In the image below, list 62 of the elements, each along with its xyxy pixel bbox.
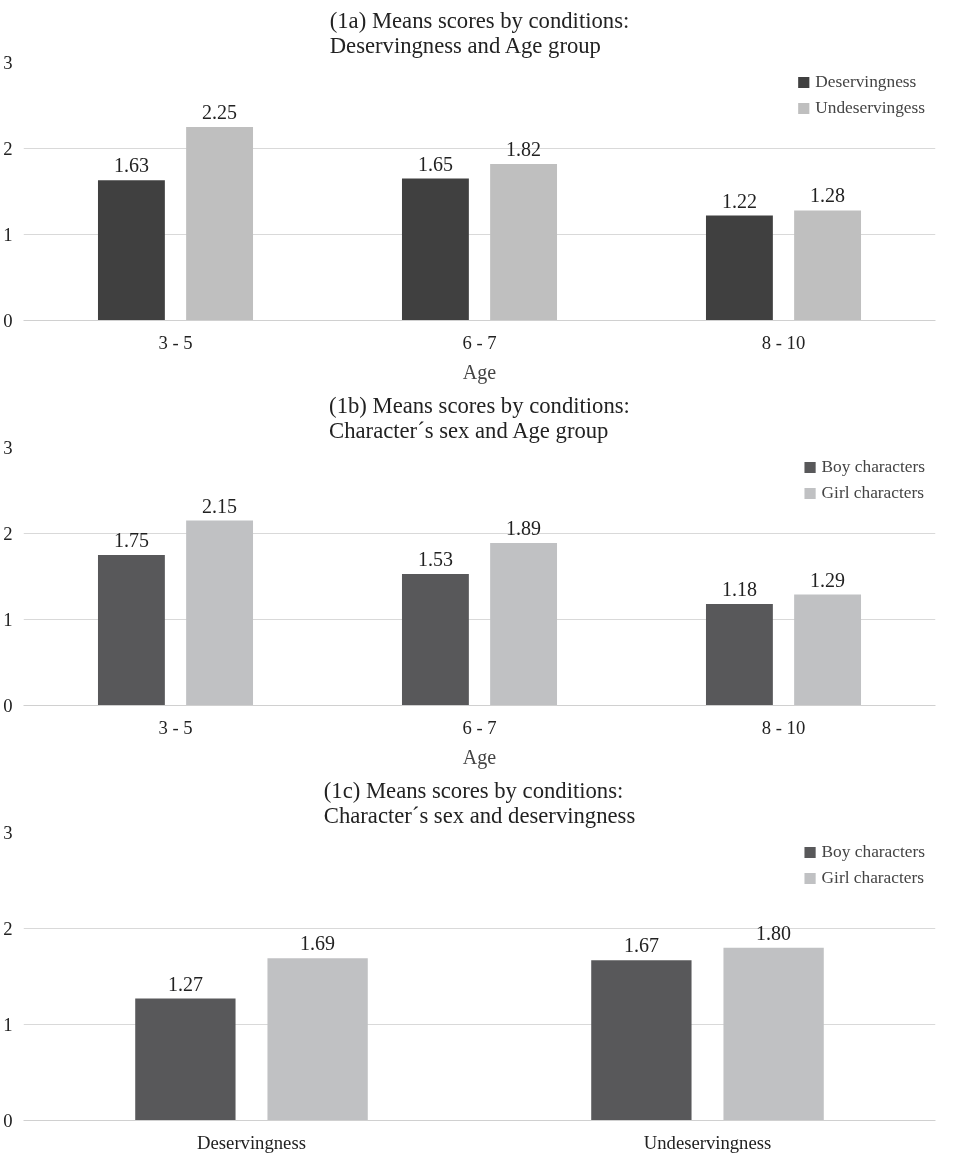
bar <box>267 958 368 1121</box>
y-tick-label: 0 <box>3 1110 13 1131</box>
data-label: 2.15 <box>202 494 238 517</box>
y-tick-label: 3 <box>3 437 13 458</box>
y-tick-label: 1 <box>3 224 13 245</box>
bar <box>401 573 469 706</box>
legend-label: Boy characters <box>821 842 925 862</box>
legend-label: Girl characters <box>821 483 925 503</box>
y-tick-label: 3 <box>3 822 13 843</box>
data-label: 1.27 <box>167 972 203 995</box>
x-tick-label: 6 - 7 <box>462 716 497 738</box>
bar <box>723 947 824 1121</box>
data-label: 2.25 <box>202 101 238 123</box>
data-label: 1.22 <box>721 189 757 212</box>
bar <box>97 555 165 706</box>
bar <box>135 998 236 1121</box>
y-tick-label: 0 <box>3 310 13 331</box>
x-tick-label: Undeservingness <box>643 1131 772 1153</box>
x-tick-label: 8 - 10 <box>761 331 806 353</box>
data-label: 1.80 <box>756 921 792 944</box>
y-tick-label: 2 <box>3 918 13 939</box>
x-axis-title: Age <box>462 745 497 769</box>
data-label: 1.65 <box>417 152 453 175</box>
bar <box>490 542 558 706</box>
bar <box>401 178 469 321</box>
data-label: 1.67 <box>623 934 659 957</box>
y-tick-label: 2 <box>3 138 13 159</box>
data-label: 1.75 <box>113 529 149 551</box>
data-label: 1.89 <box>506 516 542 539</box>
data-label: 1.63 <box>113 154 149 177</box>
data-label: 1.18 <box>721 578 757 601</box>
bar <box>705 604 773 706</box>
bar <box>794 594 862 706</box>
legend-label: Girl characters <box>821 868 925 888</box>
bar <box>97 180 165 321</box>
data-label: 1.28 <box>810 184 846 207</box>
bar <box>186 520 254 706</box>
y-tick-label: 2 <box>3 523 13 544</box>
bar <box>705 215 773 321</box>
x-tick-label: 6 - 7 <box>462 331 497 353</box>
legend-label: Undeservingess <box>815 98 925 118</box>
legend-label: Deservingness <box>815 72 917 92</box>
data-label: 1.29 <box>810 568 846 591</box>
bar <box>186 127 254 321</box>
x-tick-label: 3 - 5 <box>158 716 193 738</box>
y-tick-label: 3 <box>3 52 13 73</box>
legend-label: Boy characters <box>821 457 925 477</box>
y-tick-label: 1 <box>3 609 13 630</box>
chart-title: (1b) Means scores by conditions: Character´s sex and Age group <box>329 392 630 443</box>
bar <box>794 210 862 321</box>
y-tick-label: 0 <box>3 695 13 716</box>
chart-title: (1a) Means scores by conditions: Deservingness and Age group <box>329 7 630 58</box>
data-label: 1.82 <box>506 137 542 160</box>
chart-title: (1c) Means scores by conditions: Character´s sex and deservingness <box>323 777 636 828</box>
bar <box>490 163 558 321</box>
data-label: 1.53 <box>417 547 453 570</box>
bar <box>591 960 692 1121</box>
x-tick-label: 8 - 10 <box>761 716 806 738</box>
x-axis-title: Age <box>462 360 497 384</box>
data-label: 1.69 <box>300 932 336 955</box>
y-tick-label: 1 <box>3 1014 13 1035</box>
x-tick-label: 3 - 5 <box>158 331 193 353</box>
